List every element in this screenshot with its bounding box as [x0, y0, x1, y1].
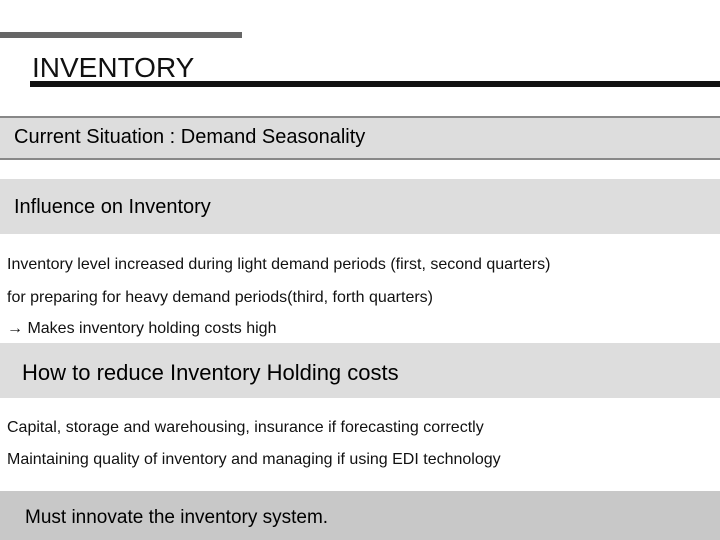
section-heading: Current Situation : Demand Seasonality: [14, 126, 366, 148]
section-heading: Influence on Inventory: [14, 196, 211, 218]
section-heading: How to reduce Inventory Holding costs: [22, 360, 399, 385]
bullet-line: Capital, storage and warehousing, insura…: [7, 419, 484, 436]
bullet-line: for preparing for heavy demand periods(t…: [7, 289, 433, 306]
title-underline: [30, 81, 720, 87]
section-band: [0, 116, 720, 160]
section-band: [0, 343, 720, 398]
bullet-line: → Makes inventory holding costs high: [7, 320, 277, 337]
conclusion: Must innovate the inventory system.: [25, 507, 329, 528]
title: INVENTORY: [32, 52, 195, 83]
bullet-line: Maintaining quality of inventory and man…: [7, 451, 501, 468]
top-bar: [0, 32, 242, 38]
section-band: [0, 179, 720, 234]
section-band: [0, 491, 720, 540]
bullet-line: Inventory level increased during light d…: [7, 256, 551, 273]
